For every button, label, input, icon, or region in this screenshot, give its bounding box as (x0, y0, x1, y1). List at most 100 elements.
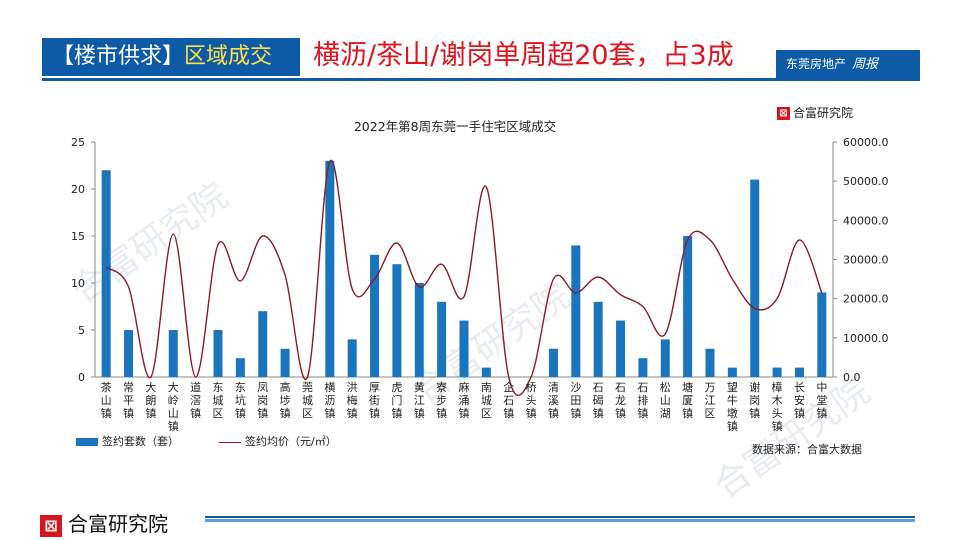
section-tag-highlight: 区域成交 (184, 44, 273, 69)
x-tick-label-char: 山 (101, 394, 112, 407)
x-tick-label-char: 镇 (593, 406, 604, 420)
bar (124, 330, 134, 377)
bar (772, 367, 782, 377)
chart-legend: 签约套数（套） 签约均价（元/㎡） (76, 433, 337, 449)
x-tick-label: 东城区 (213, 381, 224, 420)
x-tick-label: 南城区 (481, 381, 492, 420)
bar (683, 236, 693, 377)
bar (437, 301, 447, 377)
x-tick-label: 横沥镇 (324, 380, 335, 420)
x-tick-label-char: 镇 (123, 406, 134, 420)
x-tick-label-char: 梅 (347, 393, 358, 407)
x-tick-label-char: 岗 (749, 394, 760, 407)
x-tick-label-char: 清 (548, 381, 559, 394)
bar (616, 320, 626, 377)
x-tick-label-char: 南 (481, 381, 492, 394)
bar (325, 160, 335, 377)
bar (660, 339, 670, 377)
x-tick-label: 望牛墩镇 (727, 381, 738, 433)
x-tick-label-char: 镇 (391, 406, 402, 420)
legend-bar-label: 签约套数（套） (102, 435, 179, 448)
x-tick-label-char: 谢 (749, 380, 760, 394)
x-tick-label: 寮步镇 (436, 380, 447, 420)
x-tick-label-char: 龙 (615, 394, 626, 407)
x-tick-label: 东坑镇 (235, 381, 246, 420)
header-divider (42, 78, 920, 81)
footer-divider (205, 516, 915, 522)
bar (101, 170, 111, 377)
section-tag-prefix: 【楼市供求】 (52, 44, 185, 69)
x-tick-label-char: 镇 (280, 406, 291, 420)
y-left-tick-label: 25 (71, 136, 85, 149)
x-tick-label: 万江区 (705, 381, 716, 420)
bar (213, 330, 223, 377)
x-tick-label-char: 门 (391, 393, 402, 407)
x-tick-label-char: 坑 (235, 393, 246, 407)
x-tick-label-char: 桥 (526, 381, 537, 394)
x-tick-label-char: 黄 (414, 380, 425, 394)
x-tick-label-char: 安 (794, 393, 805, 407)
x-axis-labels: 茶山镇常平镇大朗镇大岭山镇道滘镇东城区东坑镇凤岗镇高埗镇莞城区横沥镇洪梅镇厚街镇… (101, 380, 828, 433)
x-tick-label-char: 区 (302, 407, 313, 420)
x-tick-label-char: 莞 (302, 381, 313, 394)
x-tick-label-char: 沙 (570, 381, 581, 394)
bar (705, 348, 715, 377)
x-tick-label-char: 区 (481, 407, 492, 420)
line-series (105, 159, 823, 397)
bar (235, 358, 245, 377)
x-tick-label-char: 镇 (615, 406, 626, 420)
x-tick-label-char: 镇 (257, 406, 268, 420)
x-tick-label-char: 石 (615, 381, 626, 394)
x-tick-label-char: 镇 (101, 406, 112, 420)
y-left-tick-label: 20 (71, 183, 85, 196)
x-tick-label-char: 区 (705, 407, 716, 420)
x-tick-label-char: 木 (772, 394, 783, 407)
bar (168, 330, 178, 377)
footer-logo-text: 合富研究院 (68, 512, 168, 536)
bar (459, 320, 469, 377)
x-tick-label: 塘厦镇 (682, 380, 693, 420)
x-tick-label-char: 镇 (324, 406, 335, 420)
x-tick-label-char: 道 (190, 380, 201, 394)
x-tick-label-char: 区 (213, 407, 224, 420)
bar (750, 179, 760, 377)
x-tick-label-char: 厚 (369, 381, 380, 394)
avg-price-line (105, 159, 823, 397)
x-tick-label: 石排镇 (637, 381, 648, 420)
y-right-tick-label: 10000.0 (843, 332, 889, 345)
x-tick-label: 洪梅镇 (347, 380, 358, 420)
x-tick-label: 凤岗镇 (257, 381, 268, 420)
x-tick-label-char: 麻 (459, 380, 470, 394)
x-tick-label-char: 步 (436, 394, 447, 407)
logo-mark-icon: ⊠ (777, 107, 790, 120)
page-headline: 横沥/茶山/谢岗单周超20套，占3成 (313, 40, 734, 71)
bar (817, 292, 827, 377)
x-tick-label: 樟木头镇 (772, 380, 783, 433)
x-tick-label: 厚街镇 (369, 381, 380, 420)
y-right-tick-label: 0.0 (843, 371, 861, 384)
x-tick-label-char: 石 (593, 381, 604, 394)
x-tick-label-char: 长 (794, 381, 805, 394)
x-tick-label: 中堂镇 (816, 381, 827, 420)
chart-corner-logo: ⊠ 合富研究院 (777, 104, 853, 121)
x-tick-label-char: 埗 (280, 393, 291, 407)
x-tick-label-char: 凤 (257, 381, 268, 394)
brand-signature: 周报 (852, 57, 879, 72)
x-tick-label-char: 大 (145, 380, 156, 394)
legend-line-label: 签约均价（元/㎡） (245, 435, 337, 448)
x-tick-label-char: 镇 (816, 406, 827, 420)
chart-axes: 0 5 10 15 20 25 0.0 10000.0 20000.0 30000.0 40000.… (71, 136, 889, 384)
chart-corner-logo-text: 合富研究院 (793, 106, 854, 120)
x-tick-label-char: 镇 (369, 406, 380, 420)
x-tick-label-char: 堂 (816, 394, 827, 407)
bar (370, 254, 380, 377)
x-tick-label-char: 江 (705, 394, 716, 407)
x-tick-label-char: 朗 (145, 394, 156, 407)
x-tick-label-char: 镇 (145, 406, 156, 420)
chart-title: 2022年第8周东莞一手住宅区域成交 (354, 119, 556, 134)
bar (258, 311, 268, 377)
x-tick-label-char: 镇 (414, 406, 425, 420)
x-tick-label-char: 山 (660, 394, 671, 407)
x-tick-label-char: 镇 (459, 406, 470, 420)
